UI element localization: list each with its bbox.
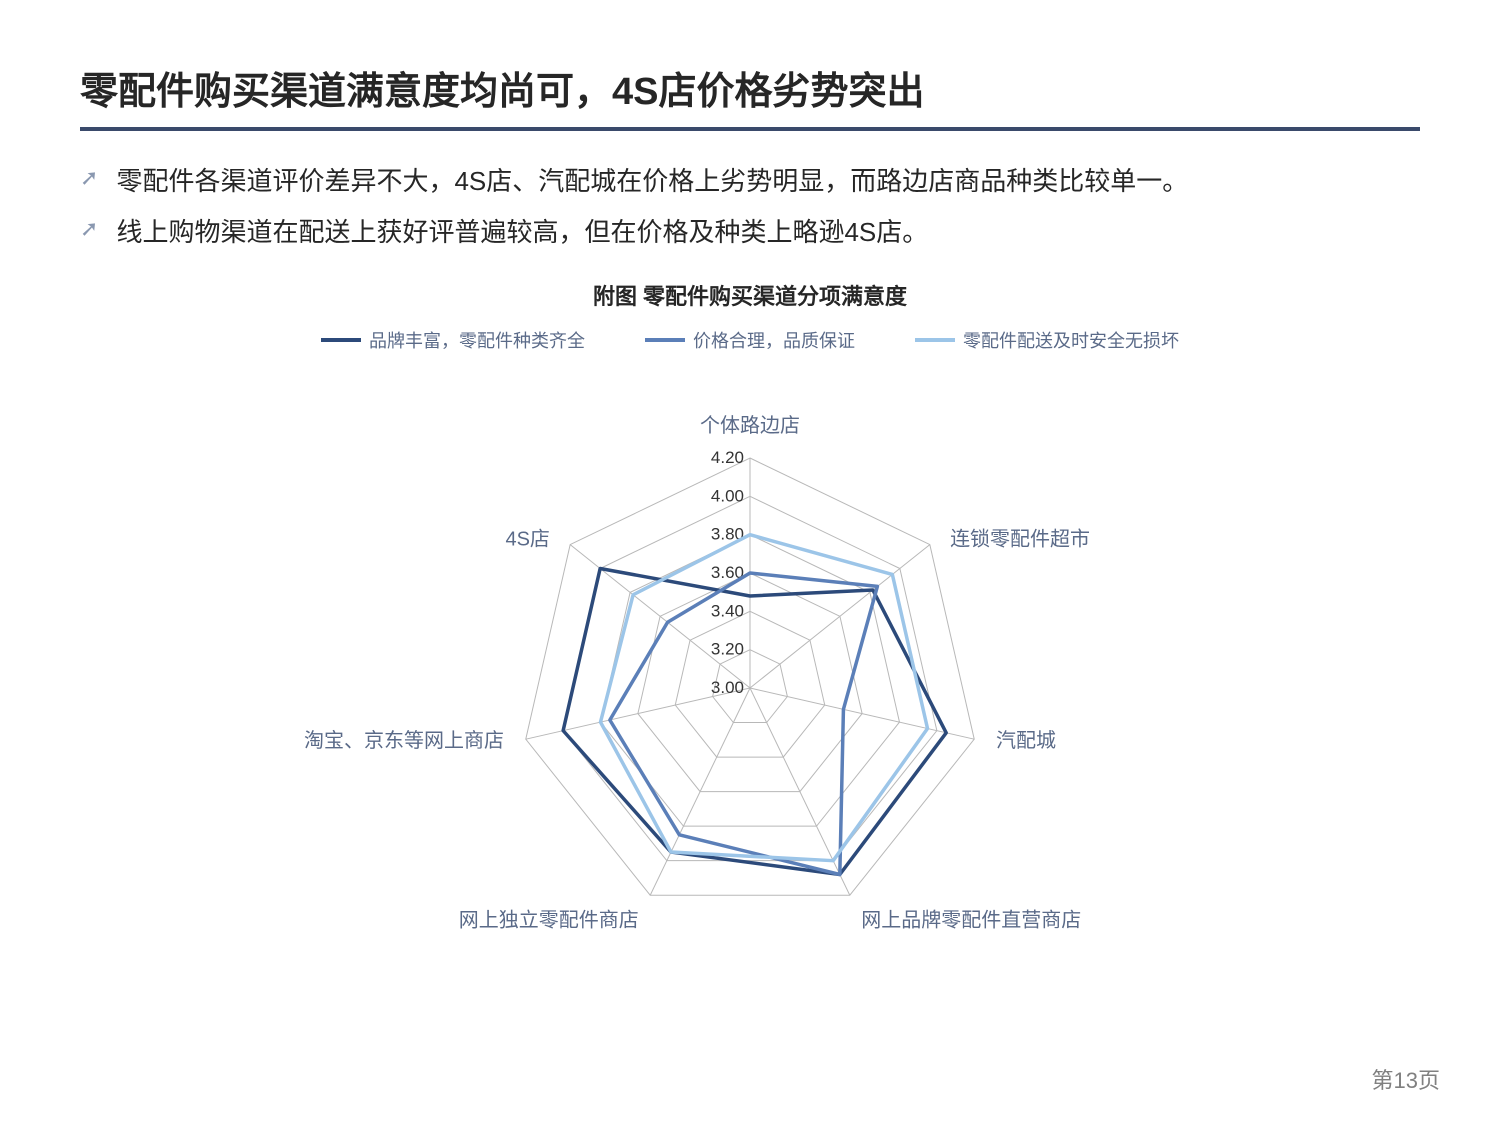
legend-label: 价格合理，品质保证 bbox=[693, 327, 855, 353]
chart-title: 附图 零配件购买渠道分项满意度 bbox=[80, 279, 1420, 311]
chart-legend: 品牌丰富，零配件种类齐全 价格合理，品质保证 零配件配送及时安全无损坏 bbox=[80, 327, 1420, 353]
legend-item: 零配件配送及时安全无损坏 bbox=[915, 327, 1179, 353]
legend-swatch bbox=[915, 338, 955, 342]
svg-text:连锁零配件超市: 连锁零配件超市 bbox=[950, 528, 1090, 551]
svg-text:3.40: 3.40 bbox=[711, 601, 744, 620]
bullet-item: ➚ 线上购物渠道在配送上获好评普遍较高，但在价格及种类上略逊4S店。 bbox=[80, 212, 1420, 249]
arrow-icon: ➚ bbox=[80, 165, 98, 191]
svg-text:3.20: 3.20 bbox=[711, 640, 744, 659]
legend-item: 价格合理，品质保证 bbox=[645, 327, 855, 353]
svg-text:淘宝、京东等网上商店: 淘宝、京东等网上商店 bbox=[304, 729, 504, 752]
legend-swatch bbox=[645, 338, 685, 342]
page-number: 第13页 bbox=[1372, 1063, 1440, 1095]
svg-text:4.20: 4.20 bbox=[711, 448, 744, 467]
bullet-text: 零配件各渠道评价差异不大，4S店、汽配城在价格上劣势明显，而路边店商品种类比较单… bbox=[116, 161, 1188, 198]
arrow-icon: ➚ bbox=[80, 216, 98, 242]
page-title: 零配件购买渠道满意度均尚可，4S店价格劣势突出 bbox=[80, 60, 1420, 115]
legend-swatch bbox=[321, 338, 361, 342]
svg-text:网上独立零配件商店: 网上独立零配件商店 bbox=[459, 908, 639, 931]
bullet-list: ➚ 零配件各渠道评价差异不大，4S店、汽配城在价格上劣势明显，而路边店商品种类比… bbox=[80, 161, 1420, 249]
legend-label: 零配件配送及时安全无损坏 bbox=[963, 327, 1179, 353]
svg-text:3.00: 3.00 bbox=[711, 678, 744, 697]
legend-item: 品牌丰富，零配件种类齐全 bbox=[321, 327, 585, 353]
bullet-text: 线上购物渠道在配送上获好评普遍较高，但在价格及种类上略逊4S店。 bbox=[116, 212, 928, 249]
svg-text:网上品牌零配件直营商店: 网上品牌零配件直营商店 bbox=[861, 908, 1081, 931]
radar-chart: 3.003.203.403.603.804.004.20个体路边店连锁零配件超市… bbox=[80, 363, 1420, 963]
legend-label: 品牌丰富，零配件种类齐全 bbox=[369, 327, 585, 353]
bullet-item: ➚ 零配件各渠道评价差异不大，4S店、汽配城在价格上劣势明显，而路边店商品种类比… bbox=[80, 161, 1420, 198]
svg-text:个体路边店: 个体路边店 bbox=[700, 414, 800, 437]
svg-text:汽配城: 汽配城 bbox=[996, 729, 1056, 752]
svg-text:4S店: 4S店 bbox=[505, 528, 549, 551]
svg-text:4.00: 4.00 bbox=[711, 486, 744, 505]
title-underline bbox=[80, 127, 1420, 131]
